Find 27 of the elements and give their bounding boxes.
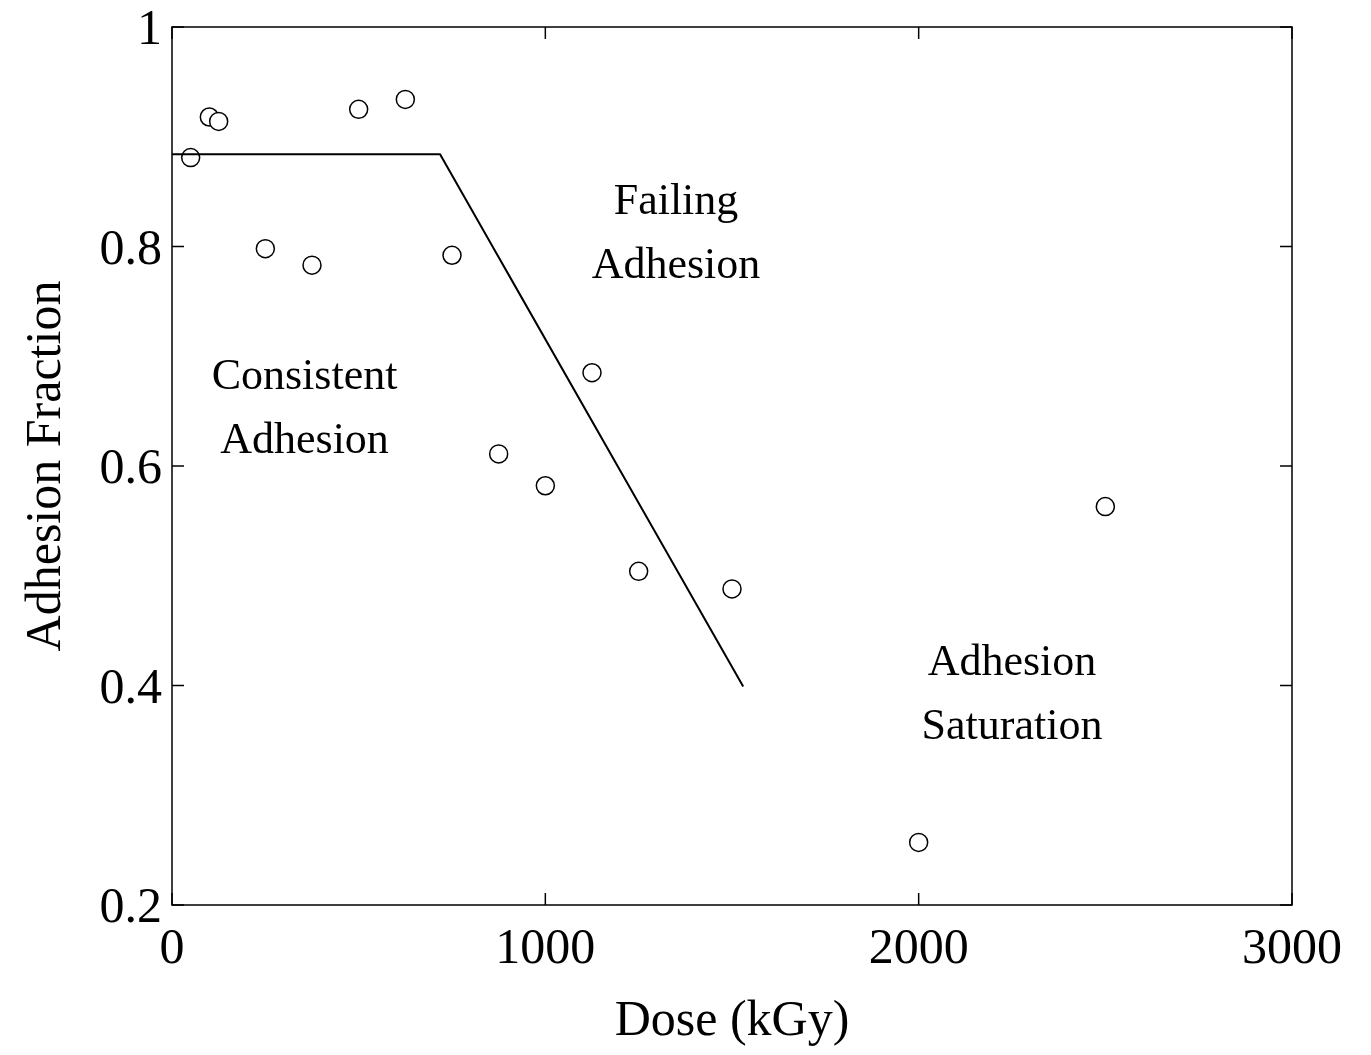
x-tick-label: 2000 <box>868 918 969 974</box>
annotation: Failing Adhesion <box>591 174 761 288</box>
point <box>442 245 462 266</box>
point <box>302 255 322 275</box>
x-axis-title: Dose (kGy) <box>614 990 850 1046</box>
point <box>582 362 602 383</box>
y-tick-label: 0.8 <box>99 218 162 275</box>
y-tick-label: 0.2 <box>99 877 162 933</box>
point <box>348 99 369 120</box>
annotation: Adhesion Saturation <box>921 635 1103 749</box>
point <box>908 832 929 853</box>
point <box>1095 496 1116 517</box>
point <box>628 561 649 582</box>
y-tick-label: 1 <box>137 0 162 55</box>
x-tick-label: 3000 <box>1242 918 1342 974</box>
y-tick-label: 0.4 <box>99 657 162 714</box>
y-axis-title: Adhesion Fraction <box>15 280 71 652</box>
point <box>208 111 229 132</box>
point <box>395 89 416 110</box>
point <box>535 476 556 496</box>
point <box>722 579 742 599</box>
x-tick-label: 1000 <box>495 918 596 974</box>
annotation: Consistent Adhesion <box>211 350 398 464</box>
x-tick-label: 0 <box>159 918 185 974</box>
y-tick-label: 0.6 <box>99 438 162 494</box>
point <box>255 238 276 259</box>
point <box>488 444 509 464</box>
